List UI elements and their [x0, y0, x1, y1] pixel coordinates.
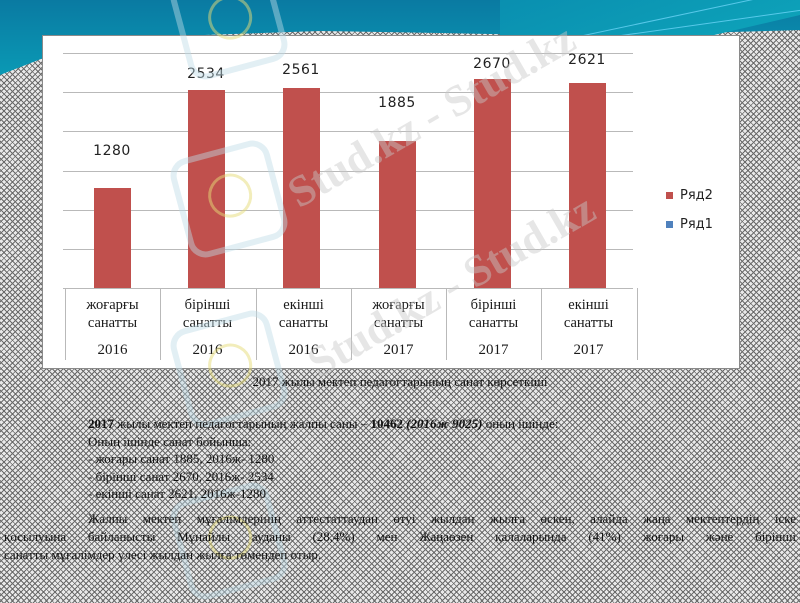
bar-c5: [569, 83, 606, 288]
legend-label: Ряд2: [680, 188, 713, 203]
plot-area: 1280 2534 2561 1885 2670 2621: [63, 36, 633, 368]
gridline: [63, 210, 633, 211]
paragraph-line: Жалпы мектеп мұғалімдерінің аттестаттауд…: [88, 511, 796, 526]
analysis-paragraph: Жалпы мектеп мұғалімдерінің аттестаттауд…: [0, 510, 796, 564]
bar-c1: [188, 90, 225, 288]
year-label: 2017: [383, 342, 414, 358]
category-label: екінші санатты: [278, 297, 329, 331]
bar-chart: 1280 2534 2561 1885 2670 2621 жоғарғы сан…: [42, 35, 740, 369]
summary-total-line: 2017 жылы мектеп педагогтарының жалпы са…: [88, 416, 559, 431]
summary-total: 10462: [370, 416, 403, 431]
summary-item: - жоғары санат 1885, 2016ж- 1280: [88, 451, 275, 466]
gridline: [63, 249, 633, 250]
data-label: 1280: [93, 143, 131, 159]
axis-divider: [541, 288, 542, 360]
axis-divider: [446, 288, 447, 360]
category-label: жоғарғы санатты: [372, 297, 425, 331]
axis-divider: [637, 288, 638, 360]
category-axis: жоғарғы санатты бірінші санатты екінші сана…: [63, 288, 638, 360]
gridline: [63, 171, 633, 172]
year-label: 2017: [478, 342, 509, 358]
data-label: 1885: [378, 95, 416, 111]
bar-c4: [474, 79, 511, 288]
chart-caption: 2017 жылы мектеп педагогтарының санат кө…: [252, 374, 548, 389]
legend-label: Ряд1: [680, 217, 713, 232]
summary-item: - екінші санат 2621, 2016ж-1280: [88, 486, 266, 501]
legend-item-series1: Ряд1: [666, 210, 713, 239]
gridline: [63, 131, 633, 132]
summary-block: 2017 жылы мектеп педагогтарының жалпы са…: [88, 415, 800, 503]
axis-divider: [65, 288, 66, 360]
paragraph-line: санатты мұғалімдер үлесі жылдан жылға тө…: [4, 547, 322, 562]
data-label: 2534: [187, 66, 225, 82]
data-label: 2670: [473, 56, 511, 72]
legend-swatch-blue: [666, 221, 673, 228]
data-label: 2621: [568, 52, 606, 68]
bar-c0: [94, 188, 131, 288]
gridline: [63, 53, 633, 54]
summary-subheading: Оның ішінде санат бойынша:: [88, 433, 252, 449]
chart-legend: Ряд2 Ряд1: [666, 181, 713, 239]
summary-prev-total: (2016ж 9025): [402, 416, 483, 431]
axis-divider: [351, 288, 352, 360]
bar-c2: [283, 88, 320, 288]
year-label: 2017: [573, 342, 604, 358]
axis-divider: [160, 288, 161, 360]
category-label: бірінші санатты: [468, 297, 519, 331]
legend-swatch-red: [666, 192, 673, 199]
axis-divider: [256, 288, 257, 360]
bar-c3: [379, 141, 416, 288]
gridline: [63, 92, 633, 93]
summary-year: 2017: [88, 416, 114, 431]
paragraph-line: қосылуына байланысты Мұнайлы ауданы (28,…: [4, 529, 796, 544]
year-label: 2016: [192, 342, 223, 358]
category-label: бірінші санатты: [182, 297, 233, 331]
summary-item: - бірінші санат 2670, 2016ж- 2534: [88, 468, 274, 484]
axis-baseline: [63, 288, 633, 289]
year-label: 2016: [288, 342, 319, 358]
year-label: 2016: [97, 342, 128, 358]
data-label: 2561: [282, 62, 320, 78]
category-label: жоғарғы санатты: [86, 297, 139, 331]
category-label: екінші санатты: [563, 297, 614, 331]
legend-item-series2: Ряд2: [666, 181, 713, 210]
